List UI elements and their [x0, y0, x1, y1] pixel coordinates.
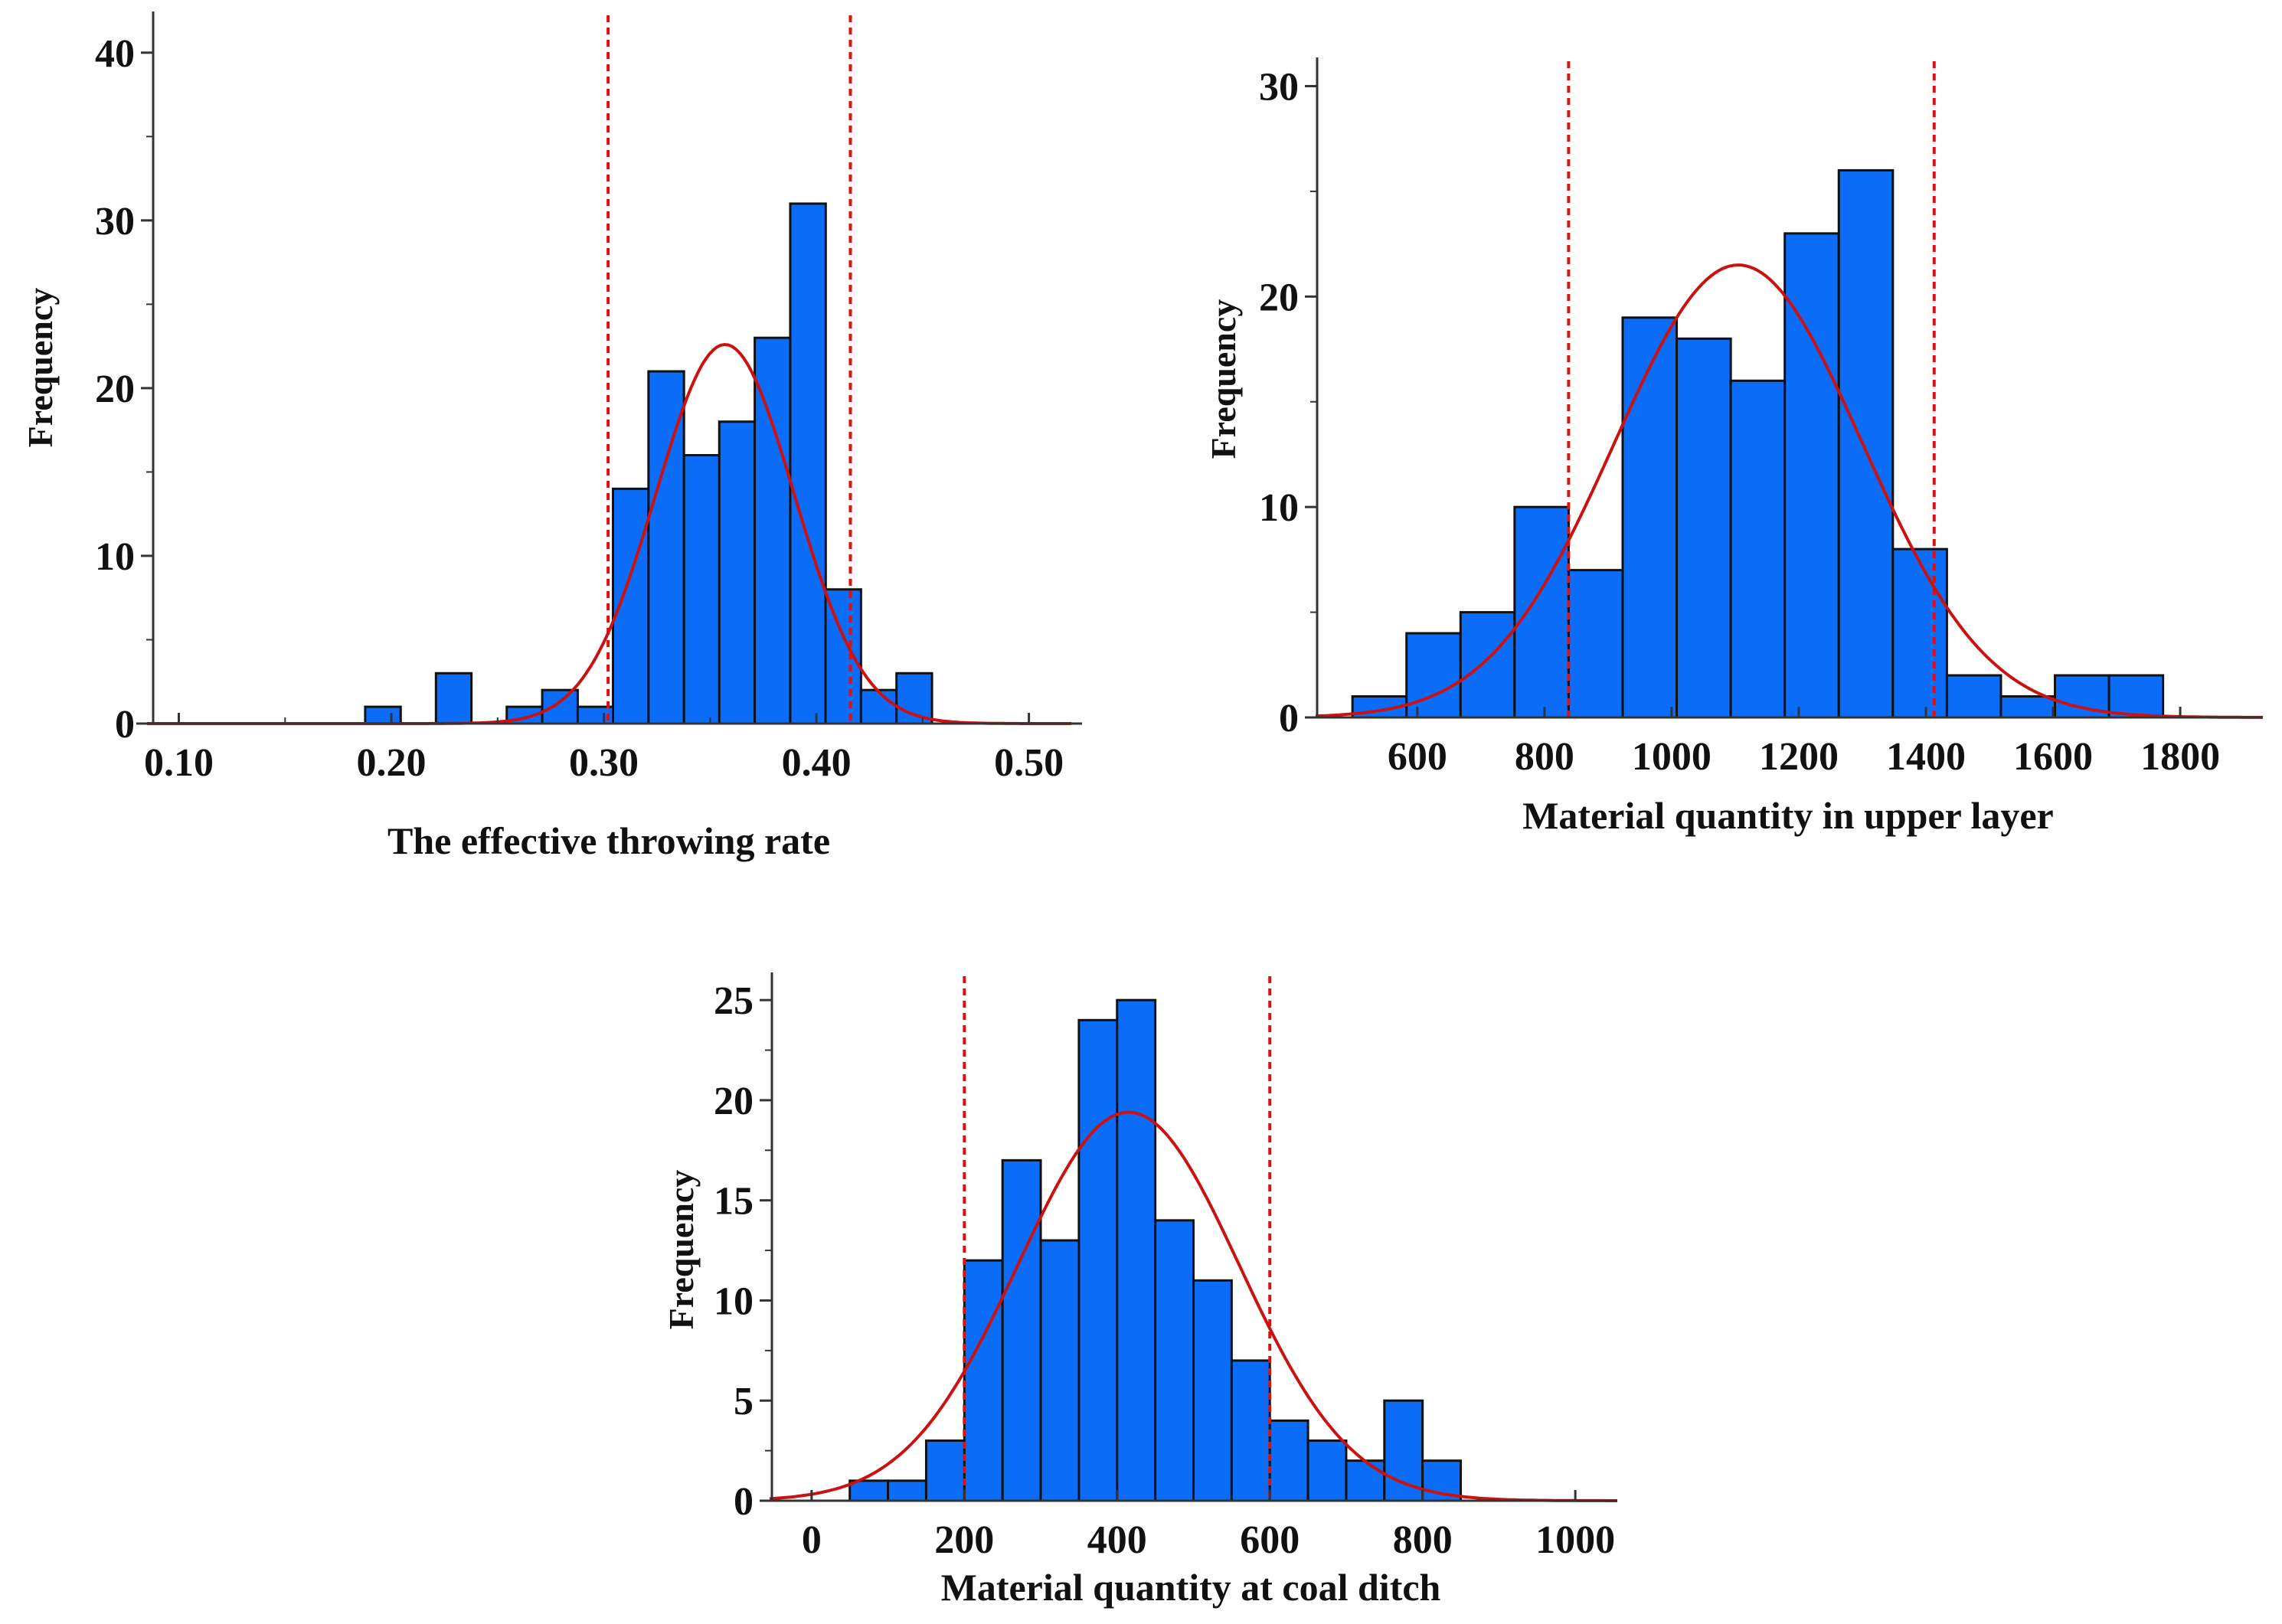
- x-tick-label: 0.20: [357, 741, 427, 785]
- axes: [760, 972, 1617, 1502]
- x-tick-label: 800: [1393, 1518, 1453, 1562]
- bar-0: [364, 705, 402, 725]
- y-tick-label: 15: [714, 1180, 754, 1224]
- x-tick-label: 1600: [2013, 735, 2093, 779]
- bar-14: [2107, 674, 2165, 719]
- bar-1: [887, 1479, 927, 1502]
- y-tick-label: 0: [734, 1480, 754, 1524]
- bar-5: [1039, 1239, 1081, 1502]
- limit-lines: [606, 15, 852, 724]
- bar-8: [718, 420, 757, 725]
- bar-9: [1837, 168, 1895, 719]
- y-tick-label: 0: [1279, 697, 1299, 740]
- axes: [1305, 57, 2263, 719]
- bar-7: [682, 454, 721, 725]
- x-tick-label: 400: [1087, 1518, 1147, 1562]
- histogram-bars: [848, 998, 1463, 1502]
- bar-9: [1192, 1279, 1233, 1502]
- tick-labels: 0 5 10 15 20 25 0 200 400 600 800 1000: [714, 979, 1615, 1562]
- y-tick-label: 10: [95, 535, 135, 579]
- bar-1: [1405, 632, 1462, 719]
- chart-upper-layer: 0 10 20 30 600 800 1000 1200 1400 1600 1800 Materi…: [1204, 57, 2263, 837]
- x-tick-label: 1800: [2140, 735, 2220, 779]
- normal-curve-line: [1315, 263, 2263, 719]
- tick-labels: 0 10 20 30 40 0.10 0.20 0.30 0.40 0.50: [95, 32, 1064, 785]
- y-axis-title: Frequency: [662, 1170, 701, 1330]
- y-axis-title: Frequency: [21, 288, 60, 448]
- x-tick-label: 0.50: [994, 741, 1064, 785]
- y-tick-label: 10: [714, 1279, 754, 1323]
- x-tick-label: 600: [1240, 1518, 1300, 1562]
- bar-8: [1783, 232, 1840, 719]
- x-tick-label: 800: [1515, 735, 1574, 779]
- x-axis-title: Material quantity in upper layer: [1522, 794, 2054, 837]
- bar-3: [1513, 505, 1570, 719]
- bar-12: [859, 688, 898, 725]
- limit-lines: [963, 976, 1272, 1501]
- bar-2: [1459, 611, 1516, 719]
- bar-6: [1077, 1018, 1119, 1502]
- normal-curve-line: [769, 1110, 1617, 1502]
- y-tick-label: 40: [95, 32, 135, 76]
- bar-2: [924, 1439, 966, 1502]
- bar-10: [1230, 1359, 1271, 1502]
- y-tick-label: 20: [1259, 276, 1299, 319]
- x-tick-label: 0.30: [569, 741, 639, 785]
- x-axis-title: Material quantity at coal ditch: [941, 1566, 1441, 1609]
- bar-15: [1421, 1459, 1463, 1502]
- y-tick-label: 20: [95, 368, 135, 411]
- normal-curve: [1315, 263, 2263, 719]
- x-tick-label: 1400: [1886, 735, 1966, 779]
- chart-throwing-rate: 0 10 20 30 40 0.10 0.20 0.30 0.40 0.50 The effect…: [21, 11, 1082, 862]
- x-tick-label: 1200: [1759, 735, 1839, 779]
- y-tick-label: 30: [1259, 65, 1299, 109]
- bar-12: [1306, 1439, 1348, 1502]
- bar-7: [1729, 379, 1787, 719]
- axes: [136, 11, 1082, 725]
- bar-4: [1567, 569, 1624, 719]
- bar-14: [1383, 1399, 1424, 1502]
- bar-12: [1999, 695, 2057, 719]
- tick-labels: 0 10 20 30 600 800 1000 1200 1400 1600 1800: [1259, 65, 2220, 779]
- x-axis-title: The effective throwing rate: [387, 819, 830, 862]
- bar-3: [963, 1259, 1004, 1502]
- histogram-bars: [364, 202, 933, 725]
- x-tick-label: 600: [1388, 735, 1447, 779]
- bar-1: [434, 671, 473, 725]
- bar-11: [1945, 674, 2002, 719]
- y-tick-label: 5: [734, 1380, 754, 1423]
- bar-13: [1345, 1459, 1386, 1502]
- histogram-bars: [1351, 168, 2165, 719]
- y-tick-label: 30: [95, 200, 135, 243]
- bar-10: [789, 202, 827, 725]
- bar-11: [1268, 1419, 1309, 1502]
- bar-8: [1154, 1219, 1195, 1502]
- x-tick-label: 0.40: [782, 741, 852, 785]
- bar-9: [754, 336, 792, 725]
- x-tick-label: 1000: [1632, 735, 1712, 779]
- y-tick-label: 20: [714, 1080, 754, 1123]
- bar-4: [1001, 1158, 1042, 1502]
- x-tick-label: 1000: [1535, 1518, 1615, 1562]
- y-axis-title: Frequency: [1204, 299, 1243, 459]
- chart-coal-ditch: 0 5 10 15 20 25 0 200 400 600 800 1000 Material qua…: [662, 972, 1617, 1609]
- bar-10: [1891, 547, 1948, 719]
- normal-curve: [769, 1110, 1617, 1502]
- bar-7: [1116, 998, 1157, 1502]
- bar-3: [541, 688, 579, 725]
- y-tick-label: 10: [1259, 486, 1299, 530]
- y-tick-label: 25: [714, 979, 754, 1023]
- x-tick-label: 0: [802, 1518, 822, 1562]
- bar-6: [1676, 337, 1732, 719]
- bar-5: [1621, 316, 1679, 719]
- y-tick-label: 0: [115, 703, 135, 747]
- x-tick-label: 0.10: [144, 741, 214, 785]
- x-tick-label: 200: [934, 1518, 994, 1562]
